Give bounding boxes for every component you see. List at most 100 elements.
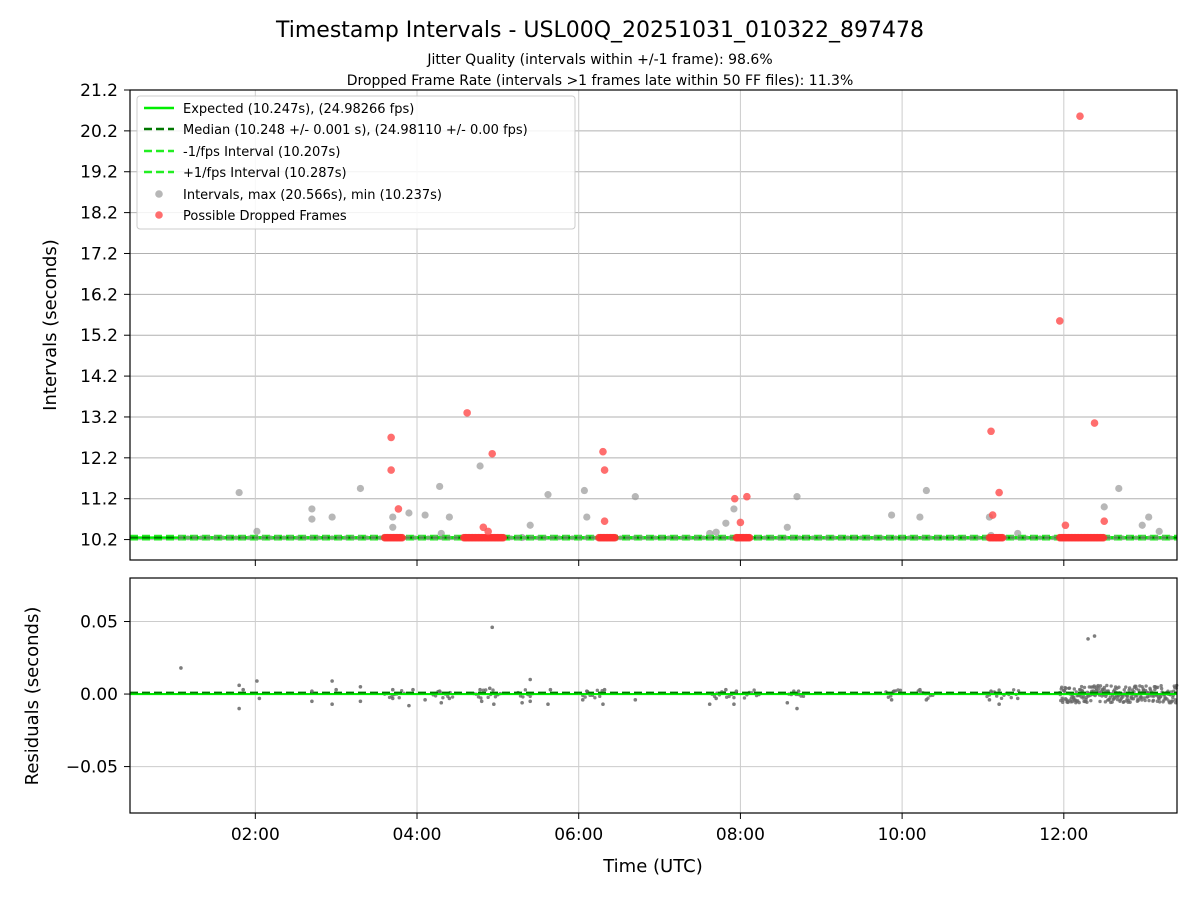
residual-cluster-point — [1081, 694, 1086, 699]
dropped-frame-points — [387, 112, 1109, 536]
baseline-interval-point — [961, 535, 967, 541]
residual-point — [478, 687, 482, 692]
baseline-interval-point — [899, 535, 906, 541]
residual-cluster-point — [1121, 695, 1125, 699]
residual-cluster-point — [1151, 698, 1156, 702]
residual-point — [487, 686, 492, 691]
baseline-interval-point — [432, 535, 438, 541]
baseline-interval-point — [625, 535, 631, 541]
dropped-frame-point — [988, 511, 997, 519]
baseline-interval-point — [1051, 535, 1057, 541]
reference-lines — [130, 534, 1178, 541]
intervals-y-tick-label: 12.2 — [80, 449, 118, 469]
residual-cluster-point — [1098, 699, 1102, 704]
baseline-interval-point — [308, 535, 315, 541]
residual-point — [310, 689, 314, 693]
residual-cluster-point — [595, 688, 600, 693]
residual-point — [601, 702, 605, 707]
residual-cluster-point — [732, 695, 736, 700]
legend-label-minus-interval: -1/fps Interval (10.207s) — [183, 145, 340, 160]
residual-cluster-point — [985, 694, 989, 699]
dropped-frame-point — [599, 447, 607, 456]
residual-point — [724, 687, 728, 692]
baseline-interval-point — [549, 535, 555, 541]
residual-point — [1092, 634, 1097, 638]
interval-point — [916, 513, 924, 521]
residual-cluster-point — [1060, 685, 1064, 689]
intervals-y-tick-label: 13.2 — [80, 408, 118, 428]
intervals-x-ticks — [254, 560, 1065, 566]
residual-point — [407, 703, 411, 708]
baseline-interval-point — [968, 535, 974, 541]
residual-cluster-point — [1110, 700, 1114, 704]
baseline-interval-point — [638, 535, 644, 541]
residual-point — [179, 666, 183, 670]
baseline-interval-point — [776, 535, 782, 541]
interval-point — [308, 505, 316, 513]
dropped-frame-point — [743, 492, 751, 501]
interval-point — [235, 488, 243, 497]
chart-subtitle-jitter: Jitter Quality (intervals within +/-1 fr… — [426, 52, 772, 68]
residual-cluster-point — [523, 688, 528, 692]
residual-point — [924, 698, 929, 702]
intervals-y-tick-label: 18.2 — [80, 204, 118, 224]
residual-point — [237, 683, 241, 688]
residual-point — [633, 698, 638, 702]
residual-point — [492, 702, 496, 707]
interval-point — [436, 482, 444, 491]
x-tick-label: 12:00 — [1039, 825, 1088, 845]
dropped-frame-point — [1090, 419, 1099, 427]
baseline-interval-point — [975, 535, 981, 541]
residual-cluster-point — [742, 696, 747, 700]
intervals-y-tick-label: 17.2 — [80, 244, 118, 264]
intervals-y-tick-label: 16.2 — [80, 285, 118, 305]
residuals-x-ticks: 02:00 04:00 06:00 08:00 10:00 12:00 — [231, 813, 1088, 845]
residual-cluster-point — [493, 695, 498, 699]
residual-cluster-point — [1127, 686, 1132, 690]
interval-point — [722, 519, 730, 527]
interval-point — [1145, 513, 1153, 521]
baseline-interval-point — [576, 535, 583, 541]
residual-cluster-point — [1011, 688, 1016, 692]
baseline-interval-point — [762, 535, 768, 541]
baseline-interval-point — [583, 535, 589, 541]
interval-point — [421, 511, 429, 519]
residual-point — [437, 689, 442, 693]
baseline-interval-point — [439, 535, 445, 541]
interval-point — [922, 486, 930, 495]
chart-subtitle-dropped: Dropped Frame Rate (intervals >1 frames … — [347, 73, 854, 89]
baseline-interval-point — [879, 535, 885, 541]
baseline-interval-point — [446, 535, 452, 541]
residual-cluster-point — [889, 694, 893, 698]
baseline-interval-point — [893, 535, 899, 541]
residual-cluster-point — [1112, 688, 1117, 692]
baseline-interval-point — [556, 535, 562, 541]
residual-point — [490, 625, 495, 630]
baseline-interval-point — [521, 535, 528, 541]
interval-point — [730, 505, 738, 513]
residual-cluster-point — [727, 694, 731, 699]
residuals-y-tick-label: 0.00 — [80, 685, 118, 705]
baseline-interval-point — [783, 535, 789, 541]
residual-cluster-point — [1072, 687, 1077, 691]
residual-cluster-point — [528, 694, 532, 699]
intervals-y-tick-label: 20.2 — [80, 122, 118, 142]
baseline-interval-point — [1106, 535, 1112, 541]
residual-point — [330, 702, 334, 707]
residual-point — [411, 687, 415, 692]
baseline-interval-point — [631, 535, 638, 541]
baseline-interval-point — [219, 535, 225, 541]
dropped-frame-cluster-point — [998, 533, 1007, 542]
residual-cluster-point — [1128, 700, 1132, 704]
baseline-interval-point — [714, 535, 720, 541]
residual-cluster-point — [898, 688, 903, 693]
dropped-frame-point — [1055, 317, 1064, 325]
residual-cluster-point — [1102, 685, 1107, 690]
dropped-frame-point — [600, 466, 609, 474]
residuals-y-tick-label: −0.05 — [66, 758, 118, 778]
baseline-interval-point — [865, 535, 871, 541]
residual-cluster-point — [999, 696, 1004, 701]
residual-point — [707, 702, 712, 707]
baseline-interval-point — [789, 535, 796, 541]
dropped-frame-point — [730, 494, 739, 503]
